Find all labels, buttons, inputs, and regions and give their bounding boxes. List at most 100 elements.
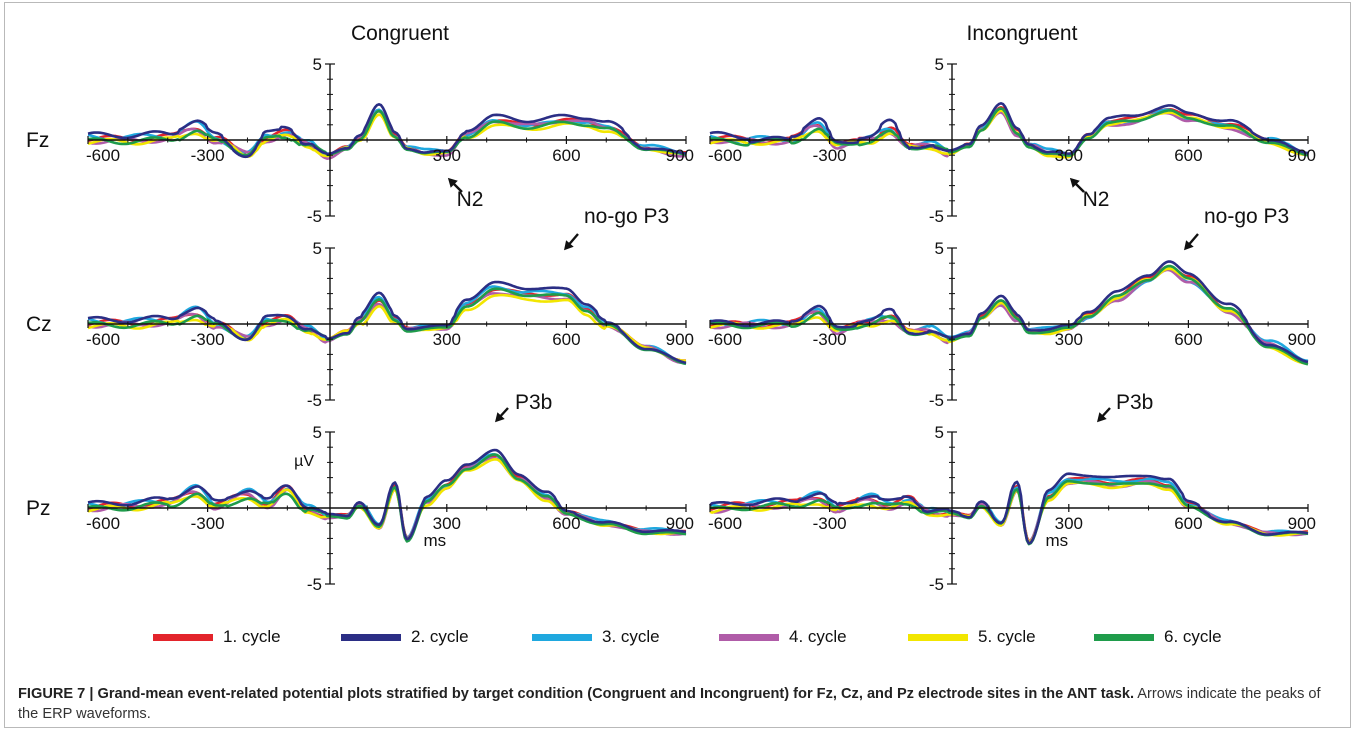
x-tick-label: 300 bbox=[1055, 514, 1083, 533]
x-tick-label: 300 bbox=[433, 146, 461, 165]
x-tick-label: 600 bbox=[1174, 146, 1202, 165]
series-line bbox=[709, 264, 1309, 366]
legend-item: 2. cycle bbox=[341, 622, 469, 652]
y-tick-label: 5 bbox=[313, 239, 322, 258]
legend-item: 5. cycle bbox=[908, 622, 1036, 652]
x-tick-label: 600 bbox=[1174, 330, 1202, 349]
series-line bbox=[87, 280, 687, 365]
x-tick-label: -300 bbox=[191, 514, 225, 533]
x-tick-label: 300 bbox=[433, 514, 461, 533]
legend-label: 3. cycle bbox=[602, 627, 660, 646]
y-tick-label: -5 bbox=[307, 391, 322, 410]
column-title: Congruent bbox=[351, 22, 449, 45]
x-tick-label: -300 bbox=[813, 330, 847, 349]
column-title: Incongruent bbox=[967, 22, 1078, 45]
x-tick-label: 900 bbox=[1288, 514, 1316, 533]
legend: 1. cycle 2. cycle 3. cycle 4. cycle 5. cycle… bbox=[0, 622, 1357, 652]
erp-plot-grid: -600 -300 300 600 900 5 -5 -600 -300 300 600 900 5 -5… bbox=[26, 22, 1316, 594]
figure-frame bbox=[4, 2, 1351, 728]
panel-congruent-fz: -600 -300 300 600 900 5 -5 bbox=[86, 55, 694, 226]
x-tick-label: 600 bbox=[552, 514, 580, 533]
x-tick-label: -600 bbox=[86, 330, 120, 349]
x-tick-label: -600 bbox=[86, 146, 120, 165]
series-line bbox=[709, 107, 1309, 157]
legend-label: 1. cycle bbox=[223, 627, 281, 646]
annotation-label: no-go P3 bbox=[1204, 205, 1289, 228]
y-tick-label: 5 bbox=[313, 55, 322, 74]
x-unit-label: ms bbox=[1046, 531, 1069, 550]
y-tick-label: 5 bbox=[935, 239, 944, 258]
series-line bbox=[87, 109, 687, 157]
panel-incongruent-fz: -600 -300 300 600 900 5 -5 bbox=[708, 55, 1316, 226]
x-tick-label: -600 bbox=[86, 514, 120, 533]
x-tick-label: 900 bbox=[1288, 330, 1316, 349]
annotation-arrow-head bbox=[564, 240, 574, 251]
y-tick-label: -5 bbox=[307, 207, 322, 226]
annotation-arrow-head bbox=[447, 177, 458, 188]
x-tick-label: -600 bbox=[708, 514, 742, 533]
x-tick-label: 900 bbox=[666, 330, 694, 349]
annotation-label: no-go P3 bbox=[584, 205, 669, 228]
x-tick-label: -600 bbox=[708, 146, 742, 165]
legend-swatch bbox=[1094, 633, 1154, 641]
legend-item: 4. cycle bbox=[719, 622, 847, 652]
y-tick-label: -5 bbox=[929, 207, 944, 226]
series-line bbox=[709, 472, 1309, 545]
x-tick-label: 900 bbox=[666, 514, 694, 533]
x-tick-label: -300 bbox=[813, 514, 847, 533]
x-tick-label: -300 bbox=[813, 146, 847, 165]
y-tick-label: 5 bbox=[935, 55, 944, 74]
series-line bbox=[87, 103, 687, 159]
legend-item: 1. cycle bbox=[153, 622, 281, 652]
x-tick-label: 600 bbox=[552, 330, 580, 349]
annotation-label: P3b bbox=[515, 391, 552, 414]
annotation-label: P3b bbox=[1116, 391, 1153, 414]
legend-swatch bbox=[908, 633, 968, 641]
caption-rest: Arrows indicate the peaks of the ERP wav… bbox=[18, 686, 1321, 722]
row-label: Fz bbox=[26, 129, 49, 152]
legend-swatch bbox=[341, 633, 401, 641]
y-tick-label: 5 bbox=[313, 423, 322, 442]
legend-item: 6. cycle bbox=[1094, 622, 1222, 652]
legend-label: 6. cycle bbox=[1164, 627, 1222, 646]
panel-congruent-pz: -600 -300 300 600 900 5 -5 µV ms bbox=[86, 423, 694, 594]
annotation-label: N2 bbox=[457, 188, 484, 211]
annotation-arrow-head bbox=[495, 412, 505, 423]
caption-bold: FIGURE 7 | Grand-mean event-related pote… bbox=[18, 686, 1135, 702]
legend-label: 2. cycle bbox=[411, 627, 469, 646]
x-tick-label: -300 bbox=[191, 330, 225, 349]
legend-swatch bbox=[532, 633, 592, 641]
x-unit-label: ms bbox=[424, 531, 447, 550]
series-line bbox=[87, 448, 687, 541]
row-label: Cz bbox=[26, 313, 52, 336]
legend-label: 5. cycle bbox=[978, 627, 1036, 646]
x-tick-label: 300 bbox=[1055, 146, 1083, 165]
series-line bbox=[709, 260, 1309, 364]
annotation-arrow-head bbox=[1097, 412, 1107, 423]
x-tick-label: 300 bbox=[1055, 330, 1083, 349]
series-line bbox=[709, 268, 1309, 365]
series-line bbox=[87, 287, 687, 366]
y-unit-label: µV bbox=[294, 453, 314, 470]
legend-swatch bbox=[719, 633, 779, 641]
y-tick-label: 5 bbox=[935, 423, 944, 442]
x-tick-label: -600 bbox=[708, 330, 742, 349]
panel-incongruent-cz: -600 -300 300 600 900 5 -5 bbox=[708, 239, 1316, 410]
legend-swatch bbox=[153, 633, 213, 641]
x-tick-label: 900 bbox=[666, 146, 694, 165]
legend-label: 4. cycle bbox=[789, 627, 847, 646]
legend-item: 3. cycle bbox=[532, 622, 660, 652]
series-line bbox=[709, 102, 1309, 155]
annotation-arrow-head bbox=[1184, 240, 1194, 251]
y-tick-label: -5 bbox=[929, 575, 944, 594]
x-tick-label: 300 bbox=[433, 330, 461, 349]
x-tick-label: 900 bbox=[1288, 146, 1316, 165]
x-tick-label: 600 bbox=[1174, 514, 1202, 533]
x-tick-label: 600 bbox=[552, 146, 580, 165]
panel-congruent-cz: -600 -300 300 600 900 5 -5 bbox=[86, 239, 694, 410]
annotation-arrow-head bbox=[1069, 177, 1080, 188]
row-label: Pz bbox=[26, 497, 51, 520]
panel-incongruent-pz: -600 -300 300 600 900 5 -5 ms bbox=[708, 423, 1316, 594]
annotation-label: N2 bbox=[1083, 188, 1110, 211]
figure-caption: FIGURE 7 | Grand-mean event-related pote… bbox=[18, 684, 1340, 724]
